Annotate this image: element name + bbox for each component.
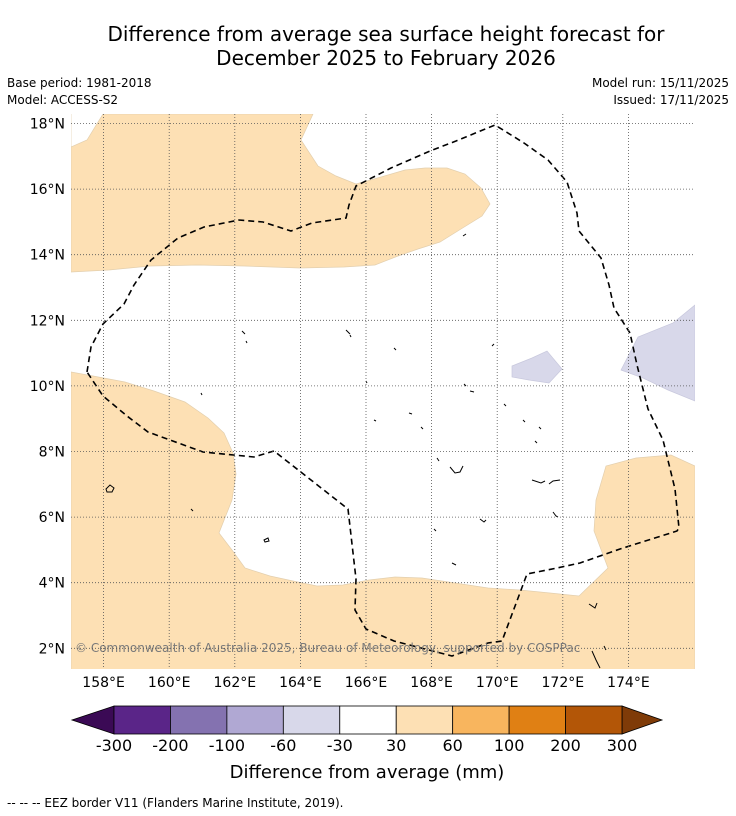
colorbar-tick-label: 60: [442, 736, 462, 755]
lon-tick-label: 158°E: [82, 675, 125, 691]
colorbar-segment: [226, 705, 284, 735]
latitude-labels: 18°N 16°N 14°N 12°N 10°N 8°N 6°N 4°N 2°N: [30, 117, 65, 658]
island-outline: [420, 426, 424, 430]
island-outline: [433, 528, 437, 532]
island-outline: [522, 419, 526, 423]
island-outline: [469, 390, 475, 393]
colorbar-tick-label: 300: [607, 736, 638, 755]
graticule: [71, 114, 695, 669]
island-outline: [245, 340, 248, 344]
anomaly-region-east-negative: [620, 304, 695, 402]
colorbar-tick-label: 30: [386, 736, 406, 755]
anomaly-region-central-negative: [511, 350, 563, 384]
lon-tick-label: 162°E: [214, 675, 257, 691]
colorbar-segment: [282, 705, 341, 735]
lat-tick-label: 14°N: [30, 248, 65, 264]
island-outline: [436, 457, 440, 462]
lon-tick-label: 170°E: [476, 675, 519, 691]
island-outline: [449, 465, 464, 474]
colorbar-segment: [339, 705, 397, 735]
anomaly-region-southwest: [71, 371, 695, 669]
longitude-labels: 158°E 160°E 162°E 164°E 166°E 168°E 170°E 172°E…: [82, 675, 649, 691]
island-outline: [349, 334, 352, 338]
island-outline: [373, 419, 377, 422]
colorbar-tick-label: -200: [152, 736, 188, 755]
model-run: Model run: 15/11/2025: [591, 76, 729, 90]
copyright-text: © Commonwealth of Australia 2025, Bureau…: [75, 641, 580, 655]
colorbar-segment: [395, 705, 454, 735]
island-outline: [534, 440, 538, 444]
lat-tick-label: 2°N: [39, 641, 65, 657]
island-outline: [531, 479, 546, 484]
island-outline: [345, 329, 351, 335]
island-outlines: [105, 233, 607, 669]
base-period: Base period: 1981-2018: [7, 76, 152, 90]
colorbar-segment: [452, 705, 510, 735]
lon-tick-label: 164°E: [279, 675, 322, 691]
island-outline: [552, 511, 559, 518]
colorbar-segment: [508, 705, 566, 735]
colorbar-labels: -300 -200 -100 -60 -30 30 60 100 200 300: [96, 736, 637, 755]
lat-tick-label: 12°N: [30, 313, 65, 329]
colorbar-segment: [565, 705, 623, 735]
eez-legend-note: -- -- -- EEZ border V11 (Flanders Marine…: [7, 796, 344, 810]
anomaly-region-north: [71, 114, 491, 273]
colorbar-tick-label: -30: [327, 736, 353, 755]
map-title: Difference from average sea surface heig…: [0, 22, 736, 70]
lat-tick-label: 16°N: [30, 182, 65, 198]
island-outline: [462, 233, 467, 237]
colorbar-under-arrow: [70, 705, 115, 735]
island-outline: [393, 347, 397, 351]
meta-right: Model run: 15/11/2025 Issued: 17/11/2025: [592, 75, 729, 109]
lat-tick-label: 4°N: [39, 576, 65, 592]
colorbar-title: Difference from average (mm): [230, 762, 505, 783]
map-area: © Commonwealth of Australia 2025, Bureau…: [71, 114, 695, 669]
island-outline: [105, 484, 115, 493]
colorbar-tick-label: -60: [270, 736, 296, 755]
island-outline: [538, 426, 542, 430]
island-outline: [591, 650, 601, 669]
lat-tick-label: 8°N: [39, 445, 65, 461]
colorbar: [70, 705, 664, 735]
island-outline: [451, 562, 457, 566]
lat-tick-label: 10°N: [30, 379, 65, 395]
title-line-2: December 2025 to February 2026: [216, 46, 556, 70]
lon-tick-label: 172°E: [542, 675, 585, 691]
island-outline: [491, 343, 495, 347]
model-name: Model: ACCESS-S2: [7, 93, 119, 107]
island-outline: [503, 403, 507, 407]
island-outline: [548, 479, 561, 485]
lon-tick-label: 160°E: [148, 675, 191, 691]
island-outline: [200, 392, 203, 396]
colorbar-tick-label: -100: [209, 736, 245, 755]
island-outline: [241, 330, 246, 335]
island-outline: [588, 602, 598, 609]
colorbar-segment: [113, 705, 171, 735]
island-outline: [408, 412, 413, 415]
issued-date: Issued: 17/11/2025: [613, 93, 729, 107]
colorbar-over-arrow: [621, 705, 664, 735]
meta-left: Base period: 1981-2018 Model: ACCESS-S2: [7, 75, 152, 109]
eez-border: [86, 124, 680, 657]
colorbar-segment: [170, 705, 228, 735]
lon-tick-label: 168°E: [410, 675, 453, 691]
lat-tick-label: 6°N: [39, 510, 65, 526]
island-outline: [463, 383, 467, 387]
lon-tick-label: 166°E: [345, 675, 388, 691]
lat-tick-label: 18°N: [30, 117, 65, 133]
colorbar-tick-label: -300: [96, 736, 132, 755]
colorbar-tick-label: 200: [550, 736, 581, 755]
title-line-1: Difference from average sea surface heig…: [107, 22, 665, 46]
island-outline: [190, 508, 194, 512]
island-outline: [479, 518, 487, 523]
island-outline: [263, 537, 270, 543]
colorbar-tick-label: 100: [494, 736, 525, 755]
lon-tick-label: 174°E: [607, 675, 650, 691]
